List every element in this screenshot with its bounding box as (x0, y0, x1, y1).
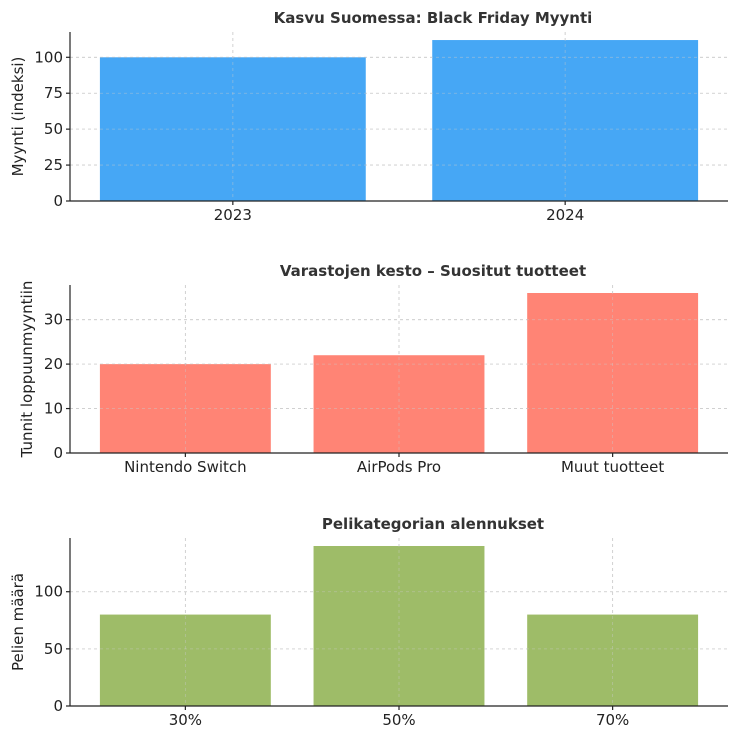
y-tick-label: 50 (44, 640, 63, 658)
y-tick-label: 0 (53, 697, 63, 715)
y-tick-label: 10 (44, 400, 63, 418)
x-tick-label: Muut tuotteet (561, 458, 664, 476)
bar-2024 (432, 40, 699, 201)
y-axis-label: Pelien määrä (9, 573, 27, 671)
chart-title: Varastojen kesto – Suositut tuotteet (280, 262, 586, 280)
x-tick-label: 50% (382, 711, 415, 729)
chart-title: Pelikategorian alennukset (322, 515, 544, 533)
y-tick-label: 30 (44, 311, 63, 329)
subplot-2: 0 10 20 30 Nintendo Switch AirPods Pro Muut tu… (18, 262, 728, 476)
y-tick-label: 75 (44, 84, 63, 102)
y-tick-label: 100 (34, 583, 63, 601)
subplot-1: 0 25 50 75 100 2023 2024 Kasvu Suomessa: Black … (9, 9, 728, 224)
y-tick-label: 100 (34, 48, 63, 66)
y-tick-label: 0 (53, 444, 63, 462)
y-tick-label: 25 (44, 156, 63, 174)
subplot-3: 0 50 100 30% 50% 70% Pelikategorian alennukset… (9, 515, 728, 729)
y-axis-label: Tunnit loppuunmyyntiin (18, 281, 36, 459)
x-tick-label: Nintendo Switch (124, 458, 247, 476)
x-tick-label: 30% (169, 711, 202, 729)
y-tick-label: 20 (44, 355, 63, 373)
x-tick-label: 70% (596, 711, 629, 729)
bar-50- (313, 546, 485, 706)
y-tick-label: 0 (53, 192, 63, 210)
y-axis-label: Myynti (indeksi) (9, 57, 27, 177)
x-tick-label: 2023 (214, 206, 252, 224)
x-tick-label: 2024 (546, 206, 584, 224)
chart-title: Kasvu Suomessa: Black Friday Myynti (274, 9, 593, 27)
x-tick-label: AirPods Pro (357, 458, 441, 476)
y-tick-label: 50 (44, 120, 63, 138)
